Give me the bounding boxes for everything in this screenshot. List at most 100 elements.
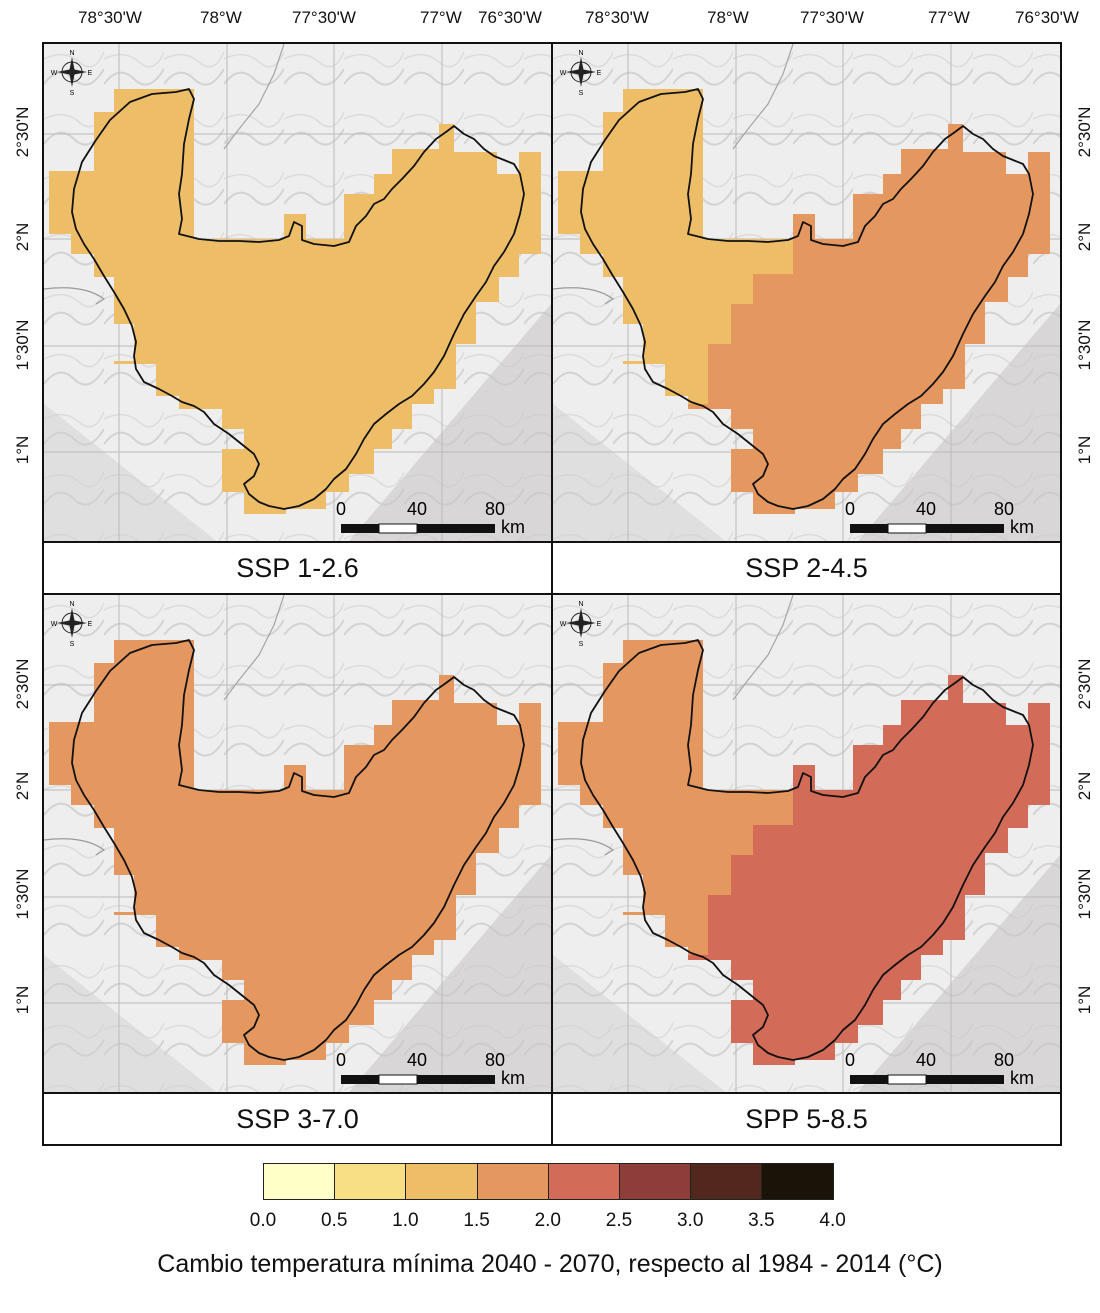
compass-rose-icon: N S E W bbox=[560, 601, 602, 648]
legend-color-swatch bbox=[263, 1163, 336, 1200]
lon-label: 77°30'W bbox=[800, 8, 864, 27]
relief-band bbox=[853, 855, 1060, 1098]
road-line bbox=[553, 287, 615, 305]
scale-bar-label: 0 bbox=[336, 1050, 346, 1070]
lat-label: 1°N bbox=[13, 435, 32, 465]
compass-w: W bbox=[560, 70, 567, 77]
scale-bar-label: 0 bbox=[336, 499, 346, 519]
lat-label: 1°30'N bbox=[1075, 319, 1094, 371]
compass-s: S bbox=[70, 90, 75, 97]
road-line bbox=[223, 44, 285, 150]
legend-color-swatch bbox=[761, 1163, 834, 1200]
scale-bar-label: 80 bbox=[994, 499, 1014, 519]
compass-rose-icon: N S E W bbox=[51, 601, 93, 648]
lat-label: 1°30'N bbox=[13, 319, 32, 371]
basin-outline bbox=[71, 639, 525, 1061]
lon-label: 77°30'W bbox=[292, 8, 356, 27]
compass-s: S bbox=[579, 90, 584, 97]
compass-n: N bbox=[578, 601, 583, 608]
road-line bbox=[223, 595, 285, 701]
panel-caption: SSP 1-2.6 bbox=[44, 541, 551, 593]
lat-label: 2°30'N bbox=[1075, 658, 1094, 710]
legend-tick-label: 2.0 bbox=[534, 1210, 561, 1231]
map-panel-ssp585: N S E W 0 40 80 km SPP 5-8.5 bbox=[551, 593, 1062, 1146]
legend-tick-label: 1.0 bbox=[392, 1210, 419, 1231]
scale-bar-unit: km bbox=[1010, 1068, 1034, 1088]
scale-bar-label: 0 bbox=[845, 499, 855, 519]
scale-bar-unit: km bbox=[1010, 517, 1034, 537]
road-line bbox=[44, 287, 106, 305]
legend-color-swatch bbox=[405, 1163, 478, 1200]
lat-label: 2°N bbox=[1075, 222, 1094, 252]
compass-s: S bbox=[70, 641, 75, 648]
road-line bbox=[732, 44, 794, 150]
basin-outline bbox=[71, 88, 525, 510]
compass-n: N bbox=[69, 50, 74, 57]
panel-caption: SSP 2-4.5 bbox=[553, 541, 1060, 593]
lat-label: 2°30'N bbox=[13, 106, 32, 158]
road-line bbox=[732, 595, 794, 701]
legend-title: Cambio temperatura mínima 2040 - 2070, r… bbox=[157, 1250, 943, 1278]
compass-e: E bbox=[597, 70, 602, 77]
map-panel-ssp370: N S E W 0 40 80 km SSP 3-7.0 bbox=[42, 593, 553, 1146]
lat-label: 2°N bbox=[1075, 771, 1094, 801]
basin-outline bbox=[580, 88, 1034, 510]
scale-bar-label: 40 bbox=[407, 1050, 427, 1070]
relief-band bbox=[44, 404, 224, 547]
scale-bar-label: 80 bbox=[485, 499, 505, 519]
temperature-grid-west bbox=[558, 89, 793, 404]
scale-bar-unit: km bbox=[501, 517, 525, 537]
lon-label: 78°W bbox=[200, 8, 242, 27]
lat-label: 1°N bbox=[1075, 985, 1094, 1015]
temperature-grid-west bbox=[558, 640, 793, 955]
lat-label: 1°N bbox=[13, 985, 32, 1015]
relief-band bbox=[344, 855, 551, 1098]
relief-band bbox=[553, 404, 733, 547]
lon-label: 78°30'W bbox=[585, 8, 649, 27]
temperature-grid bbox=[49, 89, 541, 514]
relief-band bbox=[344, 304, 551, 547]
legend-tick-label: 0.5 bbox=[320, 1210, 348, 1231]
panel-caption: SPP 5-8.5 bbox=[553, 1092, 1060, 1144]
legend-tick-label: 0.0 bbox=[249, 1210, 277, 1231]
road-line bbox=[553, 838, 615, 856]
compass-s: S bbox=[579, 641, 584, 648]
lon-label: 77°W bbox=[928, 8, 970, 27]
relief-band bbox=[553, 955, 733, 1098]
relief-band bbox=[44, 955, 224, 1098]
lon-label: 77°W bbox=[420, 8, 462, 27]
compass-e: E bbox=[88, 621, 93, 628]
compass-n: N bbox=[578, 50, 583, 57]
lat-label: 1°N bbox=[1075, 435, 1094, 465]
compass-w: W bbox=[51, 70, 58, 77]
lat-label: 2°30'N bbox=[13, 658, 32, 710]
compass-rose-icon: N S E W bbox=[560, 50, 602, 97]
scale-bar-label: 0 bbox=[845, 1050, 855, 1070]
scale-bar-label: 40 bbox=[916, 1050, 936, 1070]
lat-label: 2°N bbox=[13, 222, 32, 252]
compass-e: E bbox=[597, 621, 602, 628]
temperature-grid bbox=[49, 640, 541, 1065]
map-panel-ssp126: N S E W 0 40 80 km SSP 1-2.6 bbox=[42, 42, 553, 595]
legend-color-swatch bbox=[547, 1163, 620, 1200]
compass-rose-icon: N S E W bbox=[51, 50, 93, 97]
lat-label: 2°N bbox=[13, 771, 32, 801]
lon-label: 78°30'W bbox=[78, 8, 142, 27]
scale-bar-label: 40 bbox=[407, 499, 427, 519]
relief-band bbox=[853, 304, 1060, 547]
lon-label: 76°30'W bbox=[1015, 8, 1079, 27]
legend-tick-label: 2.5 bbox=[605, 1210, 633, 1231]
compass-n: N bbox=[69, 601, 74, 608]
scale-bar-unit: km bbox=[501, 1068, 525, 1088]
legend-tick-label: 3.0 bbox=[676, 1210, 704, 1231]
lon-label: 76°30'W bbox=[478, 8, 542, 27]
legend-tick-label: 4.0 bbox=[819, 1210, 846, 1231]
legend-color-swatch bbox=[690, 1163, 763, 1200]
